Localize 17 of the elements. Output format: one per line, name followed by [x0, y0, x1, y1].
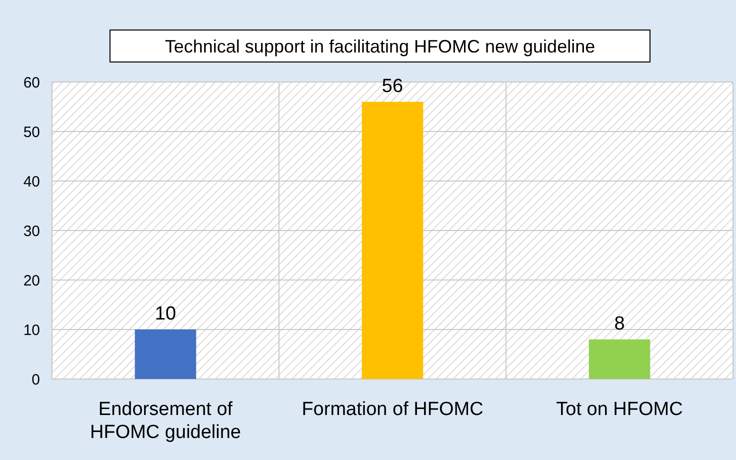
- data-label: 8: [614, 313, 625, 334]
- x-tick-label: Formation of HFOMC: [302, 399, 484, 420]
- data-label: 10: [154, 304, 176, 324]
- y-tick-label: 20: [23, 272, 40, 290]
- chart-title: Technical support in facilitating HFOMC new guideline: [164, 36, 596, 56]
- y-tick-label: 0: [32, 371, 40, 388]
- y-tick-label: 60: [23, 74, 40, 92]
- bar: [588, 339, 650, 379]
- bar: [134, 330, 196, 379]
- bar: [362, 102, 424, 379]
- data-label: 56: [382, 76, 404, 97]
- x-tick-label: Tot on HFOMC: [556, 399, 683, 420]
- y-tick-label: 10: [23, 322, 40, 339]
- y-tick-label: 30: [23, 222, 40, 240]
- y-tick-label: 50: [23, 124, 40, 141]
- x-tick-label: Endorsement of HFOMC guideline: [90, 399, 241, 443]
- y-tick-label: 40: [23, 173, 40, 190]
